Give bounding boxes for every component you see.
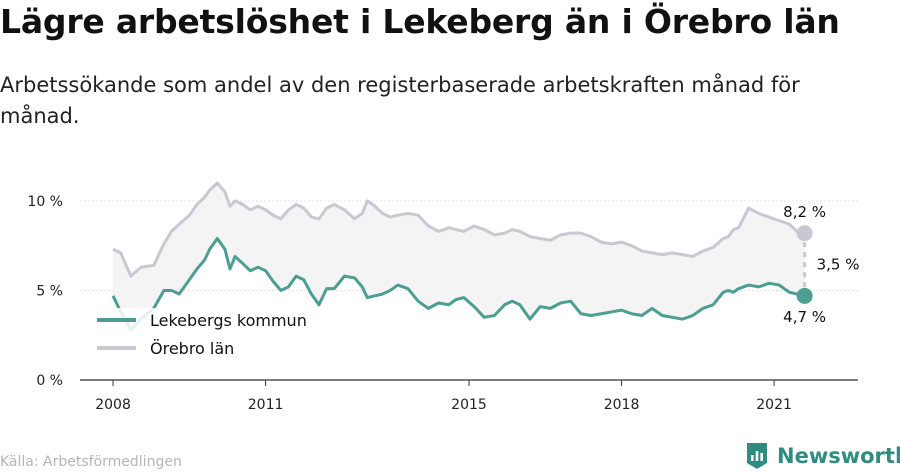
end-annotations: 8,2 % 4,7 % 3,5 % <box>783 203 859 326</box>
source-note: Källa: Arbetsförmedlingen <box>0 454 182 470</box>
chart-title: Lägre arbetslöshet i Lekeberg än i Örebr… <box>0 2 840 41</box>
line-chart: 0 % 5 % 10 % 2008 2011 2015 2018 2021 Lekeberg… <box>27 181 859 413</box>
legend-label-lekeberg: Lekebergs kommun <box>150 311 307 330</box>
series-line-orebro <box>112 181 805 278</box>
x-axis: 2008 2011 2015 2018 2021 <box>95 380 792 413</box>
brand-name: Newsworthy <box>777 444 900 468</box>
x-tick-label: 2015 <box>451 397 487 413</box>
y-tick-label: 5 % <box>36 283 63 299</box>
series-line-lekeberg <box>111 237 805 332</box>
gap-band <box>113 183 805 330</box>
end-label-lekeberg: 4,7 % <box>783 308 826 326</box>
x-tick-label: 2018 <box>604 397 640 413</box>
x-tick-label: 2008 <box>95 397 131 413</box>
y-tick-label: 10 % <box>27 194 63 210</box>
end-label-orebro: 8,2 % <box>783 203 826 221</box>
x-tick-label: 2021 <box>756 397 792 413</box>
chart-subtitle: Arbetssökande som andel av den registerb… <box>0 73 800 128</box>
legend: Lekebergs kommun Örebro län <box>92 308 350 358</box>
x-tick-label: 2011 <box>248 397 284 413</box>
y-tick-label: 0 % <box>36 373 63 389</box>
newsworthy-logo-icon <box>747 443 767 469</box>
end-point-lekeberg <box>796 287 813 304</box>
legend-label-orebro: Örebro län <box>150 339 234 358</box>
brand: Newsworthy <box>745 441 900 471</box>
difference-label: 3,5 % <box>817 255 860 273</box>
end-point-orebro <box>796 225 813 242</box>
